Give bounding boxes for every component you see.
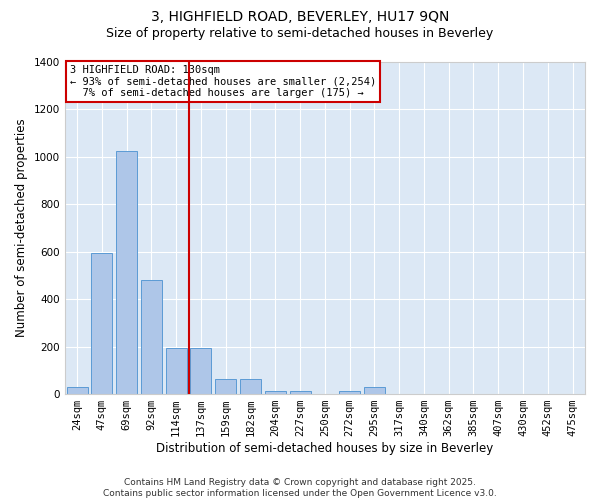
Bar — [240, 378, 261, 394]
Bar — [190, 348, 211, 394]
Bar — [290, 391, 311, 394]
Bar — [116, 150, 137, 394]
Text: 3, HIGHFIELD ROAD, BEVERLEY, HU17 9QN: 3, HIGHFIELD ROAD, BEVERLEY, HU17 9QN — [151, 10, 449, 24]
Text: 3 HIGHFIELD ROAD: 130sqm
← 93% of semi-detached houses are smaller (2,254)
  7% : 3 HIGHFIELD ROAD: 130sqm ← 93% of semi-d… — [70, 65, 376, 98]
Bar — [67, 388, 88, 394]
X-axis label: Distribution of semi-detached houses by size in Beverley: Distribution of semi-detached houses by … — [156, 442, 493, 455]
Bar — [265, 391, 286, 394]
Bar — [141, 280, 162, 394]
Bar — [91, 252, 112, 394]
Bar — [339, 391, 360, 394]
Y-axis label: Number of semi-detached properties: Number of semi-detached properties — [15, 118, 28, 337]
Bar — [215, 378, 236, 394]
Bar — [166, 348, 187, 394]
Text: Contains HM Land Registry data © Crown copyright and database right 2025.
Contai: Contains HM Land Registry data © Crown c… — [103, 478, 497, 498]
Bar — [364, 388, 385, 394]
Text: Size of property relative to semi-detached houses in Beverley: Size of property relative to semi-detach… — [106, 28, 494, 40]
